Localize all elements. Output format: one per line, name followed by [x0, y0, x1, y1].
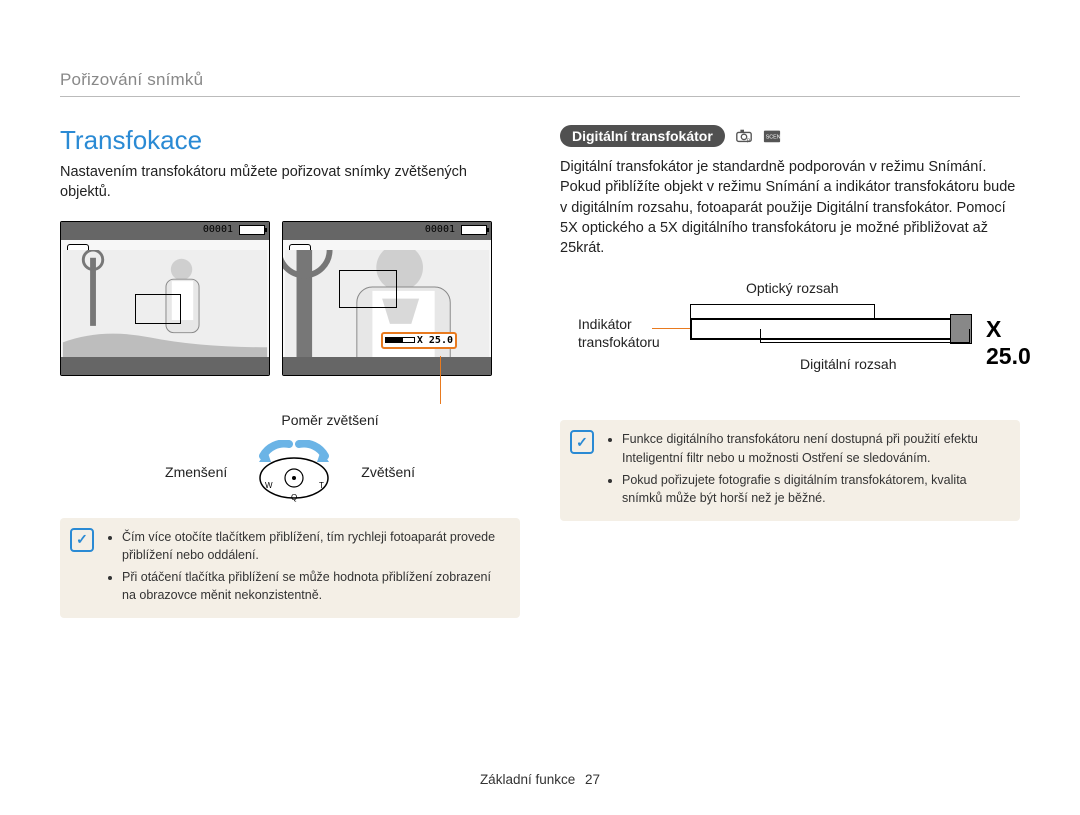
page-footer: Základní funkce 27 — [0, 772, 1080, 787]
intro-text: Nastavením transfokátoru můžete pořizova… — [60, 162, 520, 203]
zoom-in-label: Zvětšení — [361, 464, 415, 480]
indicator-callout-line — [652, 328, 690, 329]
ratio-label: Poměr zvětšení — [230, 412, 430, 428]
note-item: Pokud pořizujete fotografie s digitálním… — [622, 471, 1006, 507]
note-item: Funkce digitálního transfokátoru není do… — [622, 430, 1006, 466]
svg-text:T: T — [319, 481, 324, 490]
battery-icon — [461, 225, 487, 235]
counter: 00001 — [425, 224, 455, 235]
heading-transfokace: Transfokace — [60, 125, 520, 156]
page-section-title: Pořizování snímků — [60, 70, 1020, 90]
page-number: 27 — [585, 772, 600, 787]
x25-label: X 25.0 — [986, 316, 1031, 370]
header-rule — [60, 96, 1020, 97]
af-box — [135, 294, 181, 324]
right-column: Digitální transfokátor P SCENE Digitální… — [560, 125, 1020, 618]
zoom-out-label: Zmenšení — [165, 464, 227, 480]
digital-range-label: Digitální rozsah — [800, 356, 897, 372]
svg-text:P: P — [746, 138, 750, 144]
optical-range-label: Optický rozsah — [746, 280, 839, 296]
note-box-left: ✓ Čím více otočíte tlačítkem přiblížení,… — [60, 518, 520, 619]
note-icon: ✓ — [570, 430, 594, 454]
note-box-right: ✓ Funkce digitálního transfokátoru není … — [560, 420, 1020, 521]
zoom-dial-icon: W T Q — [251, 440, 337, 504]
camera-mode-icon: P — [735, 127, 753, 145]
indicator-label-1: Indikátor — [578, 316, 632, 332]
camera-screen-zoom: 00001 16m ★ ⚡A — [282, 221, 492, 376]
callout-line — [440, 356, 441, 404]
af-box — [339, 270, 397, 308]
zoom-ratio-badge: X 25.0 — [381, 332, 457, 349]
camera-screens-figure: 00001 16m ★ ⚡A — [60, 221, 520, 376]
right-body-text: Digitální transfokátor je standardně pod… — [560, 157, 1020, 258]
svg-text:SCENE: SCENE — [765, 135, 780, 141]
zoom-indicator-figure: Optický rozsah X 25.0 Digitální rozsah I… — [560, 276, 1020, 386]
zoom-dial-figure: Zmenšení W T Q Zvětšení — [60, 440, 520, 504]
subheading-badge: Digitální transfokátor — [560, 125, 725, 147]
svg-text:Q: Q — [291, 493, 297, 502]
note-item: Čím více otočíte tlačítkem přiblížení, t… — [122, 528, 506, 564]
battery-icon — [239, 225, 265, 235]
camera-screen-wide: 00001 16m ★ ⚡A — [60, 221, 270, 376]
indicator-bar — [690, 318, 970, 340]
footer-label: Základní funkce — [480, 772, 575, 787]
left-column: Transfokace Nastavením transfokátoru můž… — [60, 125, 520, 618]
scene-mode-icon: SCENE — [763, 127, 781, 145]
note-icon: ✓ — [70, 528, 94, 552]
note-item: Při otáčení tlačítka přiblížení se může … — [122, 568, 506, 604]
zoom-badge-text: X 25.0 — [417, 335, 453, 346]
counter: 00001 — [203, 224, 233, 235]
indicator-label-2: transfokátoru — [578, 334, 660, 350]
svg-text:W: W — [265, 481, 273, 490]
